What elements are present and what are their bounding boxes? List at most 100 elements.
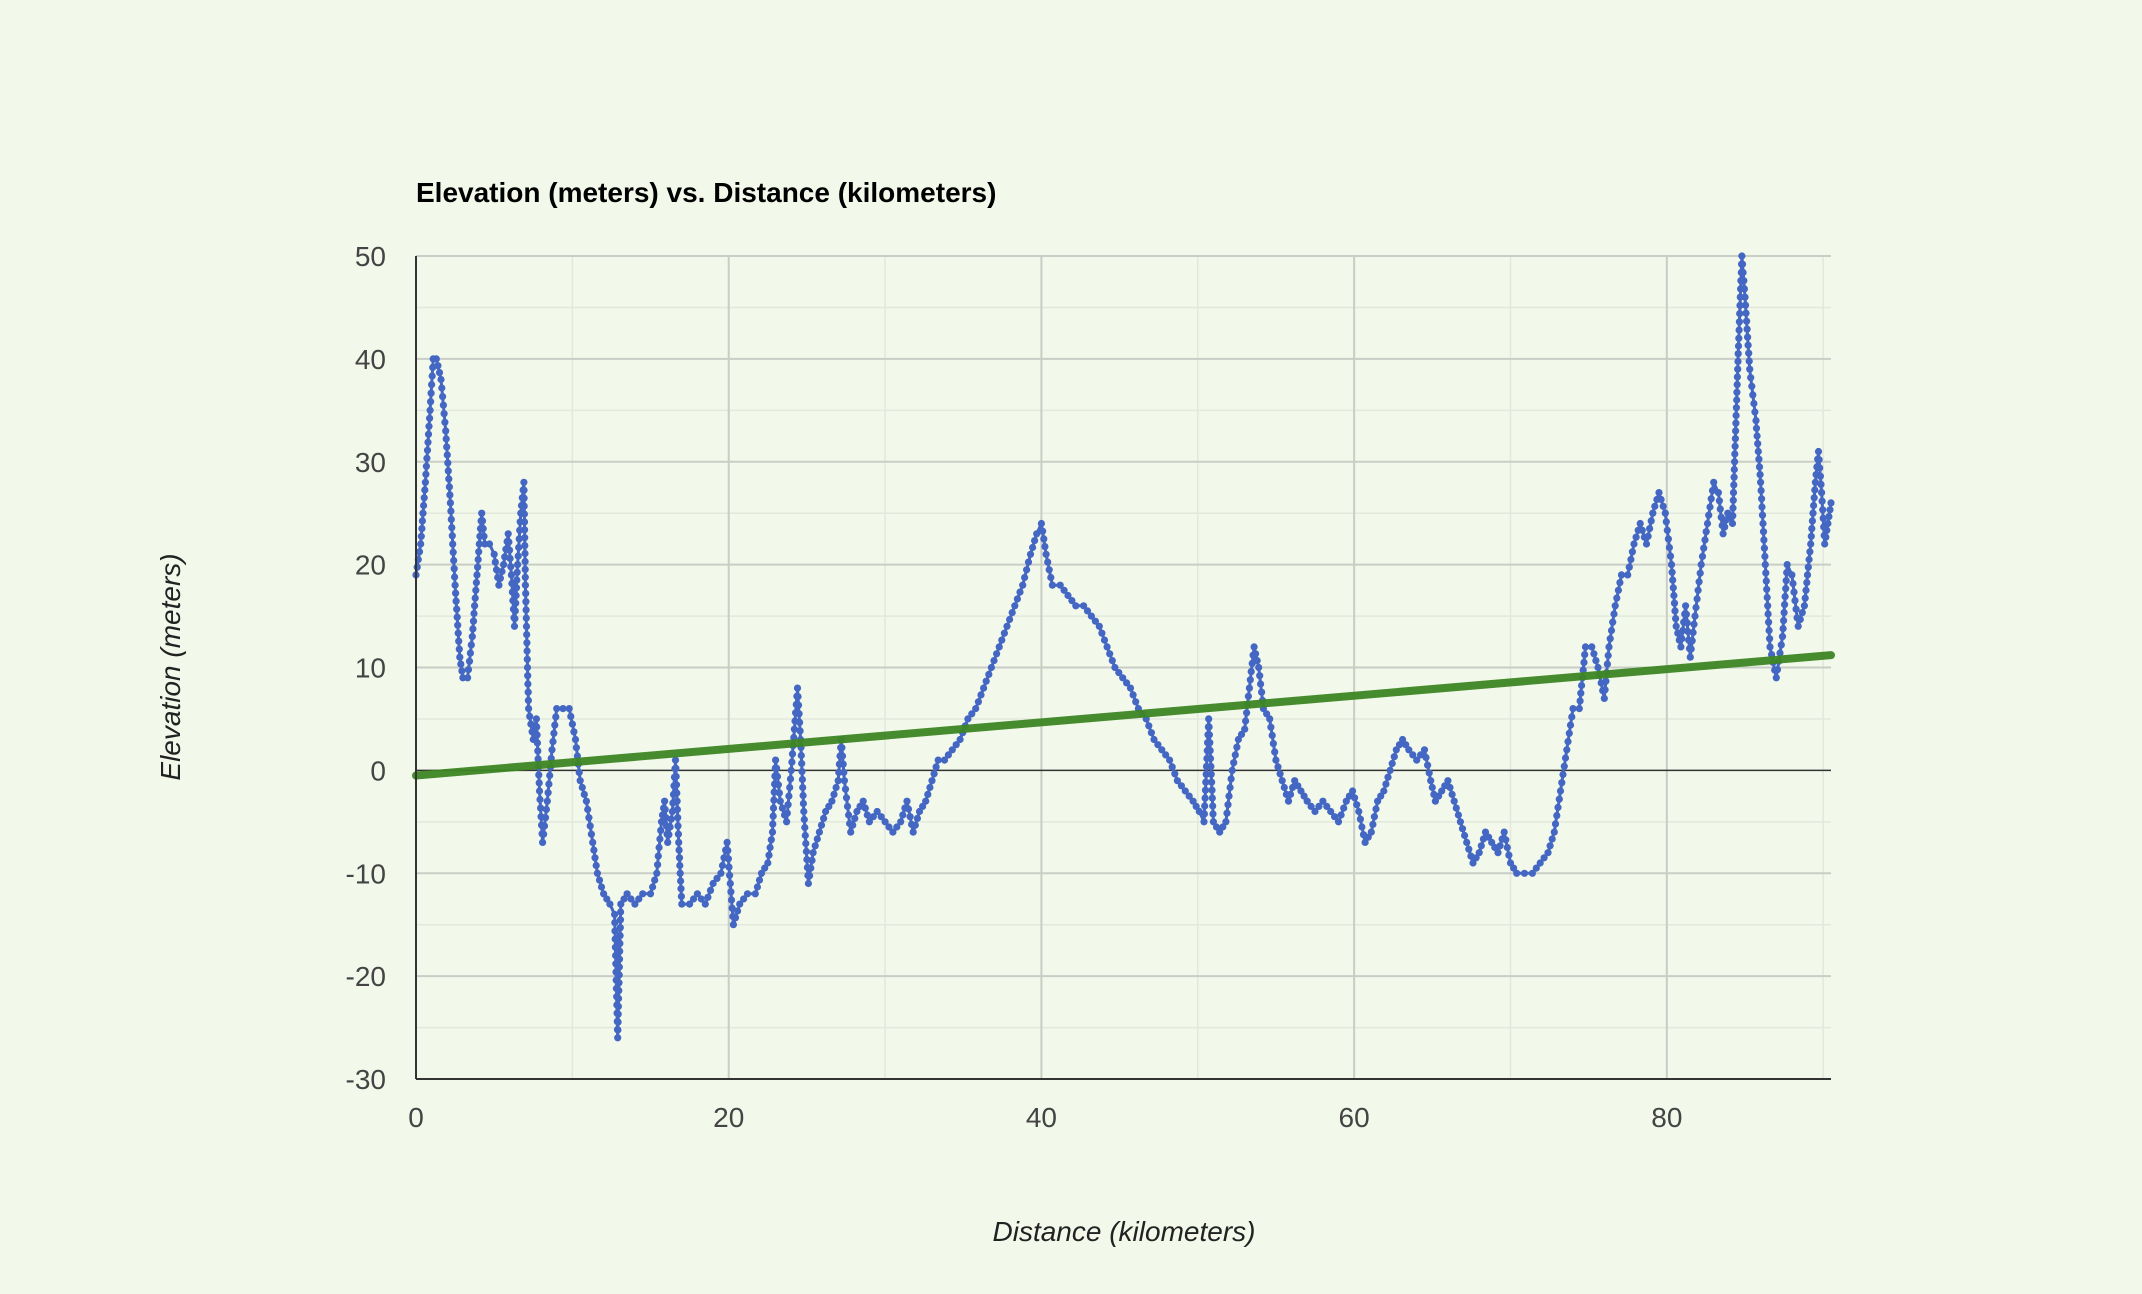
- elevation-point: [1256, 672, 1264, 680]
- elevation-point: [472, 586, 480, 594]
- elevation-point: [1044, 558, 1052, 566]
- elevation-point: [1469, 859, 1477, 867]
- elevation-point: [615, 994, 623, 1003]
- elevation-point: [485, 540, 494, 548]
- elevation-point: [1349, 787, 1357, 795]
- elevation-point: [1732, 419, 1740, 427]
- elevation-point: [806, 872, 814, 880]
- elevation-point: [1546, 842, 1554, 850]
- elevation-point: [532, 715, 541, 723]
- elevation-point: [535, 779, 543, 787]
- elevation-point: [1687, 645, 1695, 653]
- elevation-point: [801, 831, 809, 840]
- elevation-point: [1752, 417, 1760, 425]
- elevation-point: [1719, 530, 1727, 538]
- elevation-point: [654, 861, 662, 869]
- elevation-point: [1803, 571, 1812, 579]
- elevation-point: [786, 775, 795, 783]
- elevation-point: [498, 567, 506, 576]
- chart-title: Elevation (meters) vs. Distance (kilomet…: [416, 177, 996, 208]
- elevation-point: [1031, 537, 1039, 545]
- elevation-point: [1739, 268, 1747, 277]
- elevation-point: [1780, 617, 1788, 625]
- elevation-point: [478, 517, 487, 525]
- elevation-point: [701, 900, 709, 908]
- elevation-point: [1664, 535, 1672, 543]
- elevation-point: [820, 814, 828, 823]
- elevation-point: [675, 846, 683, 854]
- elevation-point: [773, 772, 782, 781]
- y-tick-label: -10: [346, 858, 386, 889]
- elevation-point: [520, 486, 528, 494]
- elevation-point: [1269, 740, 1277, 748]
- elevation-point: [469, 625, 477, 633]
- elevation-point: [1367, 828, 1375, 836]
- elevation-point: [1340, 804, 1348, 812]
- elevation-point: [523, 647, 531, 655]
- elevation-point: [1764, 610, 1772, 618]
- elevation-point: [755, 876, 764, 884]
- elevation-point: [1759, 519, 1767, 528]
- elevation-point: [675, 854, 684, 862]
- x-tick-label: 60: [1339, 1102, 1370, 1133]
- elevation-point: [1528, 869, 1536, 877]
- elevation-point: [1671, 607, 1679, 615]
- elevation-point: [769, 820, 777, 828]
- elevation-point: [840, 777, 849, 785]
- elevation-point: [616, 932, 624, 940]
- elevation-point: [534, 747, 542, 755]
- elevation-point: [1603, 660, 1611, 668]
- elevation-point: [673, 789, 681, 797]
- elevation-point: [1428, 783, 1436, 792]
- elevation-point: [1206, 739, 1214, 747]
- elevation-point: [1536, 859, 1544, 867]
- elevation-point: [520, 502, 528, 510]
- y-tick-label: -30: [346, 1064, 386, 1095]
- elevation-point: [666, 823, 674, 831]
- elevation-point: [1500, 828, 1508, 836]
- elevation-point: [471, 594, 479, 602]
- elevation-point: [1185, 792, 1193, 800]
- elevation-point: [1789, 579, 1797, 588]
- elevation-point: [589, 838, 597, 847]
- elevation-point: [1701, 536, 1709, 544]
- elevation-point: [521, 549, 529, 558]
- elevation-point: [1417, 751, 1425, 759]
- elevation-point: [1731, 458, 1739, 466]
- elevation-point: [909, 828, 917, 836]
- elevation-point: [1762, 569, 1770, 577]
- elevation-point: [1580, 658, 1588, 667]
- elevation-point: [1008, 609, 1016, 617]
- elevation-point: [1773, 666, 1782, 674]
- elevation-point: [1776, 649, 1784, 657]
- elevation-point: [1422, 753, 1430, 762]
- elevation-point: [697, 895, 705, 903]
- elevation-point: [987, 663, 996, 672]
- elevation-point: [415, 548, 424, 556]
- elevation-point: [1294, 782, 1302, 790]
- elevation-point: [553, 705, 561, 713]
- elevation-point: [1765, 626, 1773, 635]
- elevation-point: [1730, 473, 1738, 481]
- elevation-point: [757, 869, 766, 877]
- elevation-point: [1682, 610, 1690, 618]
- elevation-point: [899, 811, 907, 819]
- elevation-point: [571, 735, 580, 744]
- elevation-point: [671, 756, 680, 764]
- elevation-point: [1753, 432, 1761, 440]
- elevation-point: [427, 398, 435, 406]
- elevation-point: [426, 414, 434, 422]
- elevation-point: [785, 792, 793, 800]
- elevation-point: [1632, 533, 1640, 541]
- elevation-point: [1452, 804, 1460, 812]
- elevation-point: [1024, 558, 1033, 566]
- elevation-point: [611, 927, 619, 935]
- elevation-point: [838, 752, 847, 760]
- elevation-point: [511, 615, 519, 623]
- elevation-point: [709, 879, 717, 888]
- elevation-point: [533, 739, 542, 747]
- elevation-point: [1245, 684, 1253, 692]
- elevation-point: [1039, 527, 1047, 535]
- elevation-point: [1201, 786, 1210, 794]
- elevation-point: [537, 804, 545, 812]
